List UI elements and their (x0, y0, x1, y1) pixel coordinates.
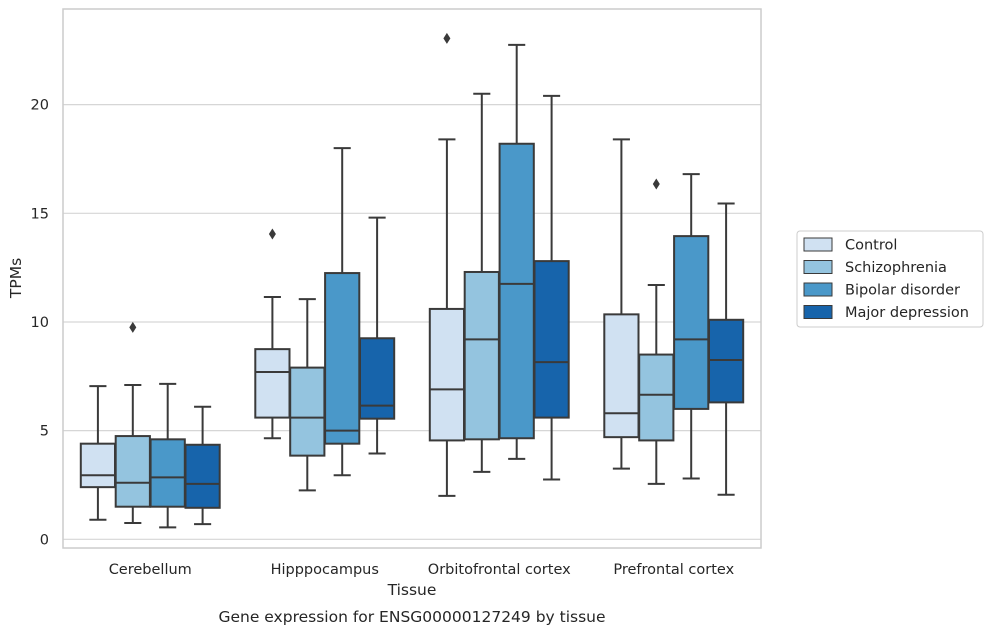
box-major-depression (533, 94, 570, 481)
box-schizophrenia (638, 178, 675, 485)
legend: Control Schizophrenia Bipolar disorder Majo… (796, 230, 984, 328)
box-control (603, 138, 640, 470)
outlier-point (443, 32, 451, 44)
box-bipolar-disorder (673, 173, 710, 480)
x-tick-label: Cerebellum (109, 562, 192, 578)
outlier-point (652, 178, 660, 190)
x-tick-labels: Cerebellum Hipppocampus Orbitofrontal cort… (109, 562, 735, 578)
y-tick-label: 0 (40, 532, 49, 548)
iqr-box (324, 272, 361, 445)
x-tick-label: Orbitofrontal cortex (428, 562, 571, 578)
iqr-box (638, 353, 675, 442)
legend-frame (796, 230, 984, 328)
x-axis-label: Tissue (387, 581, 437, 599)
legend-swatch (803, 305, 833, 319)
legend-label: Major depression (845, 305, 969, 321)
legend-swatch (803, 260, 833, 274)
iqr-box (114, 435, 151, 508)
iqr-box (428, 307, 466, 442)
x-tick-label: Prefrontal cortex (613, 562, 734, 578)
legend-label: Schizophrenia (845, 260, 947, 276)
outlier-point (129, 321, 137, 333)
outlier-point (268, 228, 276, 240)
y-tick-label: 10 (31, 315, 49, 331)
iqr-box (149, 438, 186, 508)
x-tick-label: Hipppocampus (271, 562, 379, 578)
iqr-box (254, 348, 291, 419)
iqr-box (603, 313, 640, 439)
iqr-box (79, 442, 117, 489)
y-tick-labels: 0 5 10 15 20 (31, 98, 49, 549)
box-groups (79, 32, 745, 529)
box-schizophrenia (289, 298, 326, 492)
box-major-depression (707, 202, 745, 496)
legend-label: Bipolar disorder (845, 283, 960, 299)
iqr-box (498, 142, 535, 440)
legend-swatch (803, 282, 833, 297)
y-tick-label: 20 (31, 98, 49, 114)
iqr-box (533, 260, 570, 419)
box-control (79, 385, 117, 521)
box-bipolar-disorder (498, 43, 535, 460)
box-bipolar-disorder (324, 147, 361, 477)
plot-area-frame (62, 8, 762, 549)
y-tick-label: 15 (31, 206, 49, 222)
box-schizophrenia (114, 321, 151, 525)
iqr-box (673, 235, 710, 410)
iqr-box (707, 318, 745, 404)
box-major-depression (358, 216, 396, 455)
y-axis-label: TPMs (7, 258, 25, 299)
box-major-depression (184, 405, 221, 526)
iqr-box (184, 443, 221, 509)
legend-swatch (803, 237, 833, 252)
iqr-box (463, 270, 500, 441)
iqr-box (289, 366, 326, 457)
chart-caption: Gene expression for ENSG00000127249 by t… (218, 608, 605, 626)
legend-label: Control (845, 238, 897, 254)
y-tick-label: 5 (40, 424, 49, 440)
legend-items: Control Schizophrenia Bipolar disorder Majo… (803, 237, 969, 321)
box-control (428, 32, 466, 497)
box-bipolar-disorder (149, 382, 186, 529)
box-schizophrenia (463, 92, 500, 473)
box-control (254, 228, 291, 440)
